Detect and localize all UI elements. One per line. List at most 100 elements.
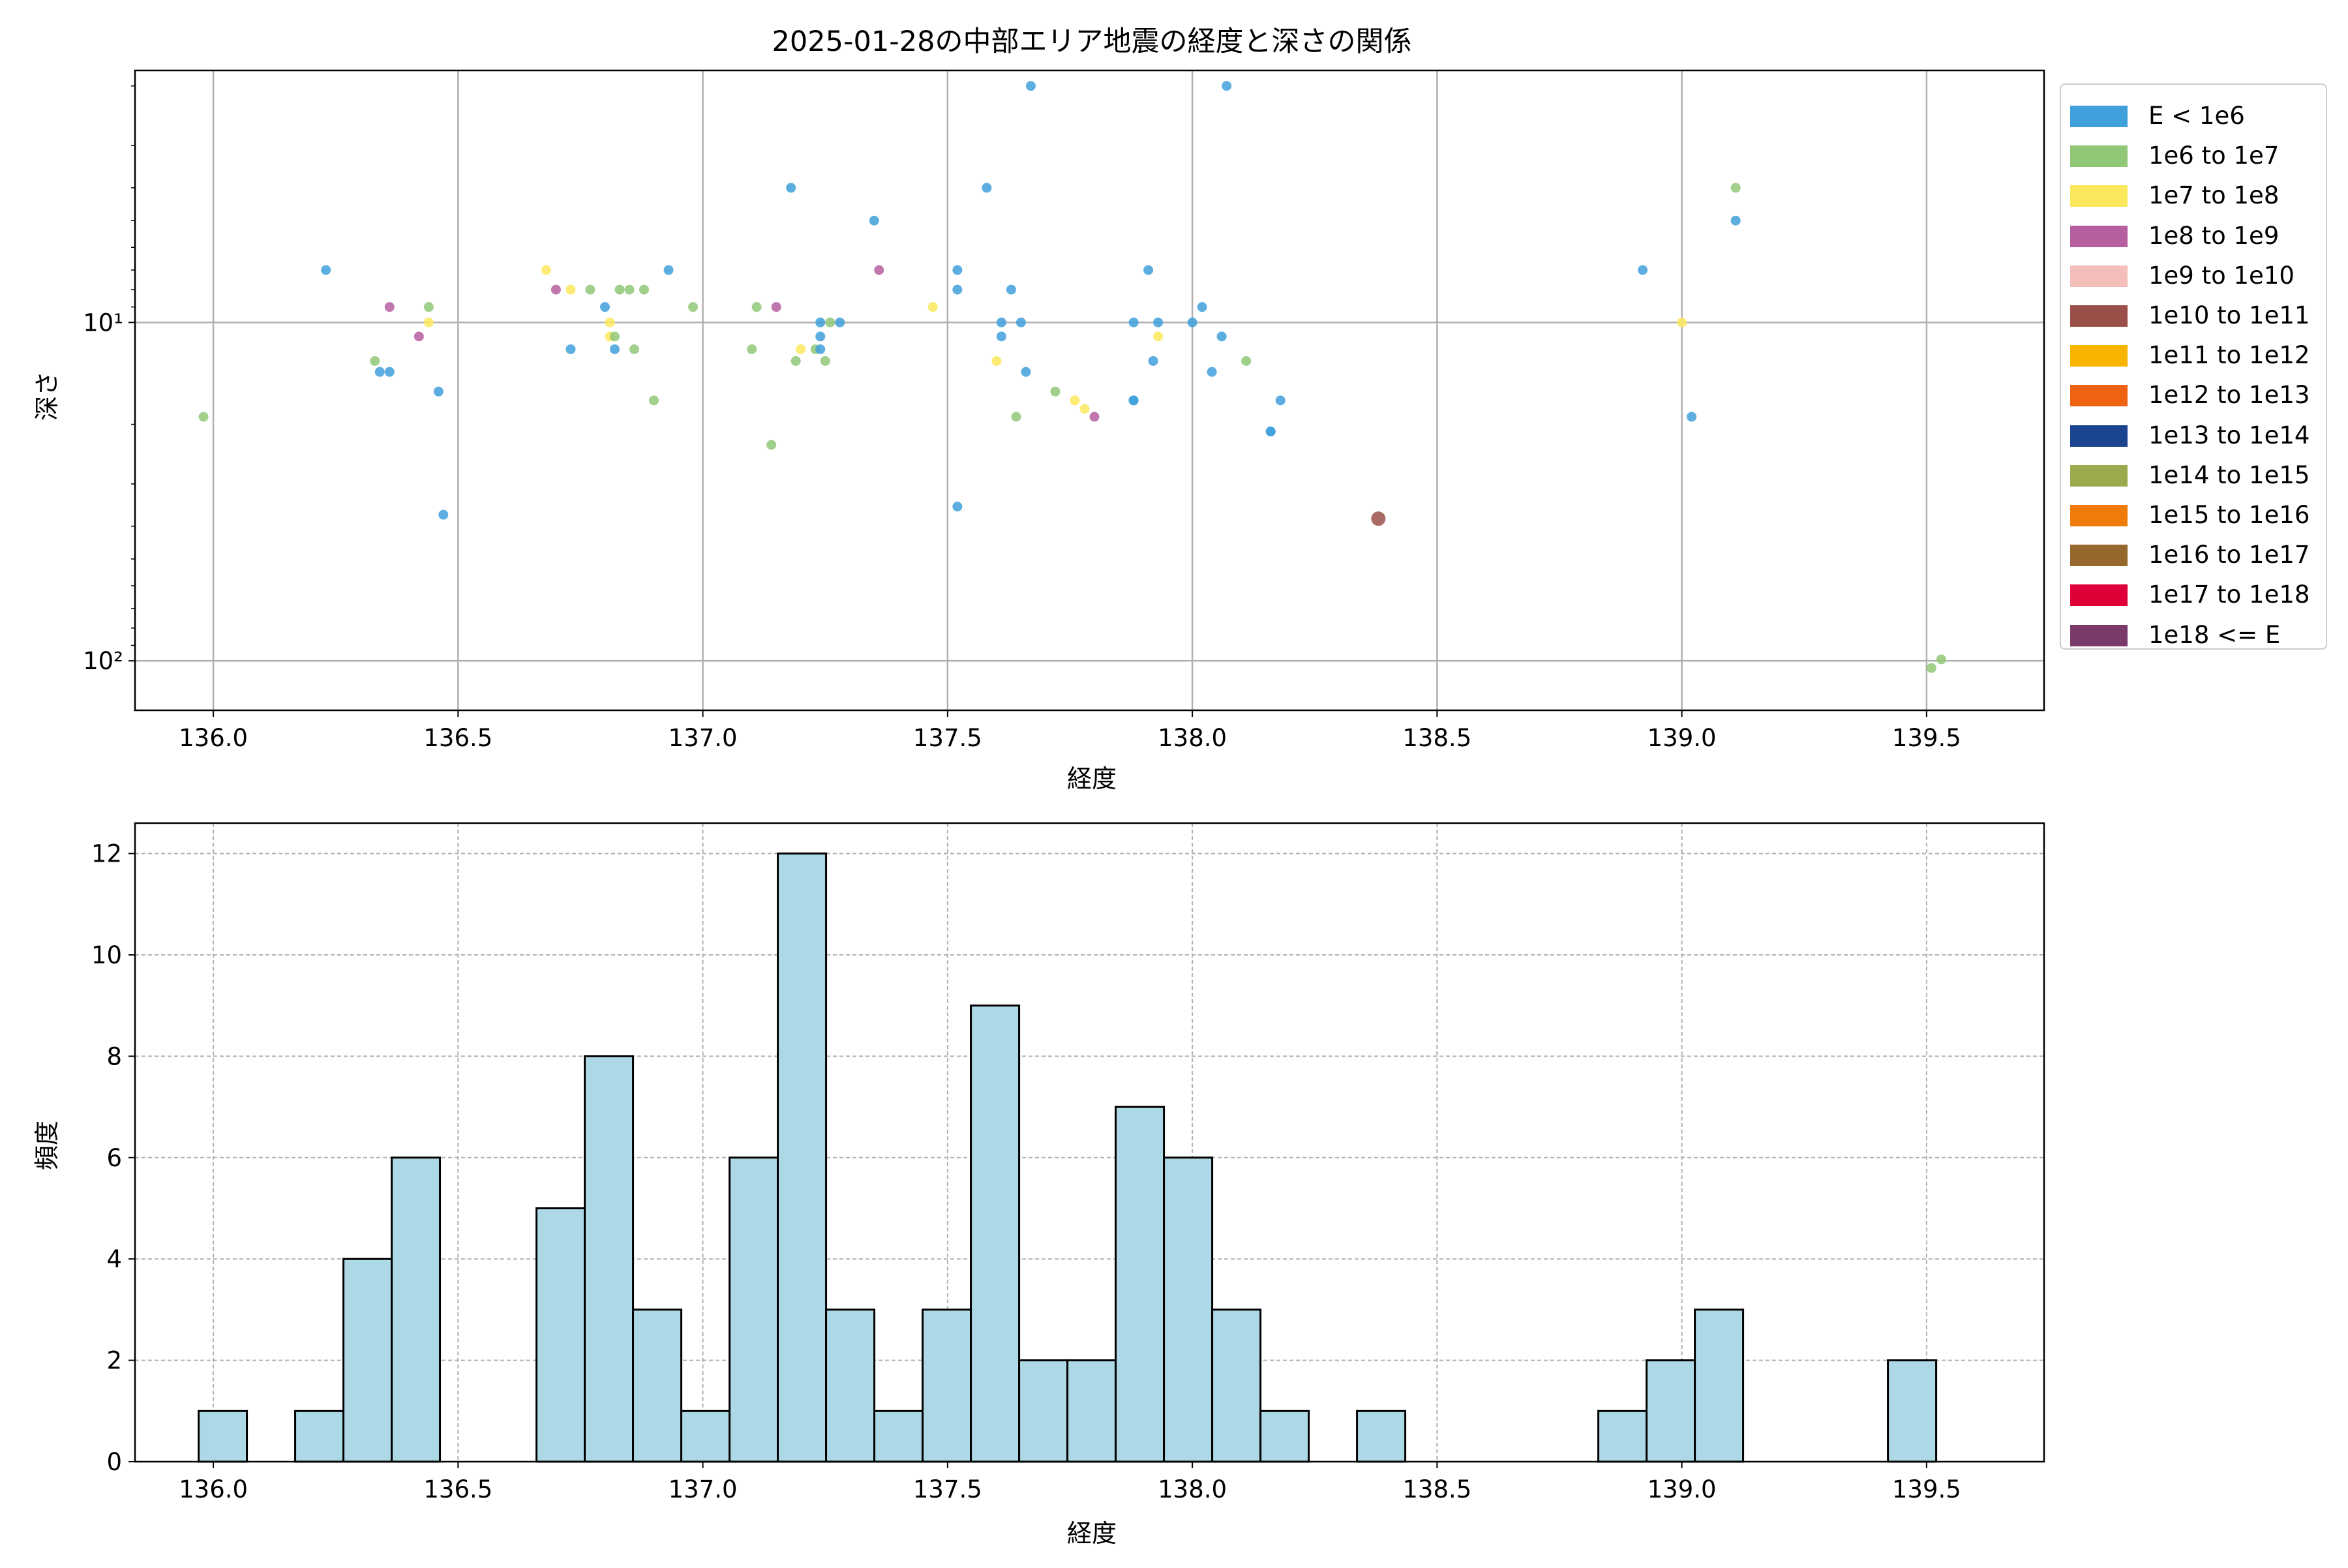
scatter-point [1050,386,1061,397]
scatter-point [663,265,674,275]
scatter-point [771,302,781,312]
histogram-plot-frame [134,822,2045,1463]
scatter-point [321,265,331,275]
scatter-point [952,265,963,275]
scatter-point [869,215,879,226]
scatter-x-tick-label: 136.0 [179,724,248,752]
legend-label: 1e15 to 1e16 [2148,501,2310,529]
scatter-point [952,284,963,295]
scatter-point [688,302,699,312]
scatter-point [1011,412,1021,422]
scatter-point [1070,395,1080,406]
legend-swatch [2070,385,2128,407]
histogram-axes: 136.0 136.5 137.0 137.5 138.0 138.5 139.0 139.5… [91,822,2045,1503]
scatter-point [747,344,757,354]
scatter-point [374,367,385,377]
scatter-point [1207,367,1217,377]
histogram-bar [1018,1359,1069,1463]
legend-swatch [2070,106,2128,127]
scatter-point [825,317,835,327]
scatter-point [370,355,380,366]
scatter-axes: 136.0 136.5 137.0 137.5 138.0 138.5 139.0 139.5… [83,69,2045,752]
scatter-point [1143,265,1154,275]
scatter-point [996,317,1006,327]
scatter-point [1275,395,1286,406]
scatter-point [1021,367,1031,377]
scatter-point [1926,663,1936,673]
histogram-ylabel: 頻度 [33,1121,61,1170]
scatter-point [550,284,561,295]
scatter-point [1687,412,1697,422]
histogram-x-tick-label: 136.5 [423,1475,492,1503]
histogram-y-tick-label: 6 [106,1144,122,1172]
scatter-point [835,317,845,327]
histogram-bar [1887,1359,1938,1463]
scatter-point [629,344,640,354]
histogram-bar [1259,1410,1310,1463]
histogram-y-tick-label: 0 [106,1448,122,1476]
scatter-point [991,355,1002,366]
histogram-bar [342,1258,393,1463]
histogram-bar [198,1410,248,1463]
scatter-x-tick-label: 136.5 [423,724,492,752]
scatter-point [384,302,395,312]
histogram-bar [1356,1410,1407,1463]
scatter-x-tick-label: 138.5 [1402,724,1471,752]
scatter-point [1216,331,1227,342]
scatter-point [1006,284,1016,295]
legend-swatch [2070,545,2128,567]
scatter-grid [135,70,2044,710]
scatter-point [796,344,806,354]
scatter-point [614,284,625,295]
legend-swatch [2070,345,2128,367]
scatter-point [649,395,659,406]
scatter-points [198,81,1946,673]
legend-swatch [2070,505,2128,526]
scatter-point [433,386,444,397]
legend-label: 1e6 to 1e7 [2148,142,2280,170]
scatter-point [952,502,963,512]
histogram-bar [1115,1106,1166,1463]
legend-label: 1e14 to 1e15 [2148,460,2310,489]
scatter-point [1730,183,1741,193]
histogram-bar [1597,1410,1648,1463]
scatter-y-tick-label: 10¹ [83,309,123,337]
scatter-point [624,284,635,295]
histogram-y-tick-label: 8 [106,1042,122,1070]
scatter-point [585,284,595,295]
scatter-x-tick-label: 137.0 [669,724,738,752]
scatter-point [1730,215,1741,226]
scatter-ylabel: 深さ [33,371,61,421]
scatter-point [565,344,576,354]
scatter-xlabel: 経度 [1067,764,1117,793]
legend-label: 1e18 <= E [2148,620,2281,649]
histogram-y-tick-label: 10 [91,941,122,969]
histogram-bar [1211,1308,1262,1463]
histogram-y-tick-label: 2 [106,1347,122,1375]
scatter-x-tick-label: 138.0 [1158,724,1227,752]
legend-label: 1e13 to 1e14 [2148,421,2310,449]
histogram-bar [632,1308,683,1463]
scatter-point [1153,317,1164,327]
histogram-y-tick-label: 4 [106,1245,122,1273]
scatter-point [423,317,434,327]
histogram-bar [391,1156,442,1463]
legend-swatch [2070,464,2128,487]
histogram-x-tick-label: 139.0 [1648,1475,1717,1503]
scatter-point [605,317,615,327]
scatter-y-tick-label: 10² [83,647,123,675]
histogram-bar [825,1308,876,1463]
legend-swatch [2070,185,2128,207]
scatter-point [1128,317,1139,327]
scatter-point [874,265,884,275]
scatter-point [565,284,576,295]
scatter-plot-frame [134,69,2045,712]
histogram-bar [873,1410,924,1463]
legend-label: 1e17 to 1e18 [2148,580,2310,609]
scatter-point [820,355,830,366]
scatter-point [786,183,796,193]
histogram-bar [294,1410,345,1463]
legend-label: E < 1e6 [2148,102,2245,130]
